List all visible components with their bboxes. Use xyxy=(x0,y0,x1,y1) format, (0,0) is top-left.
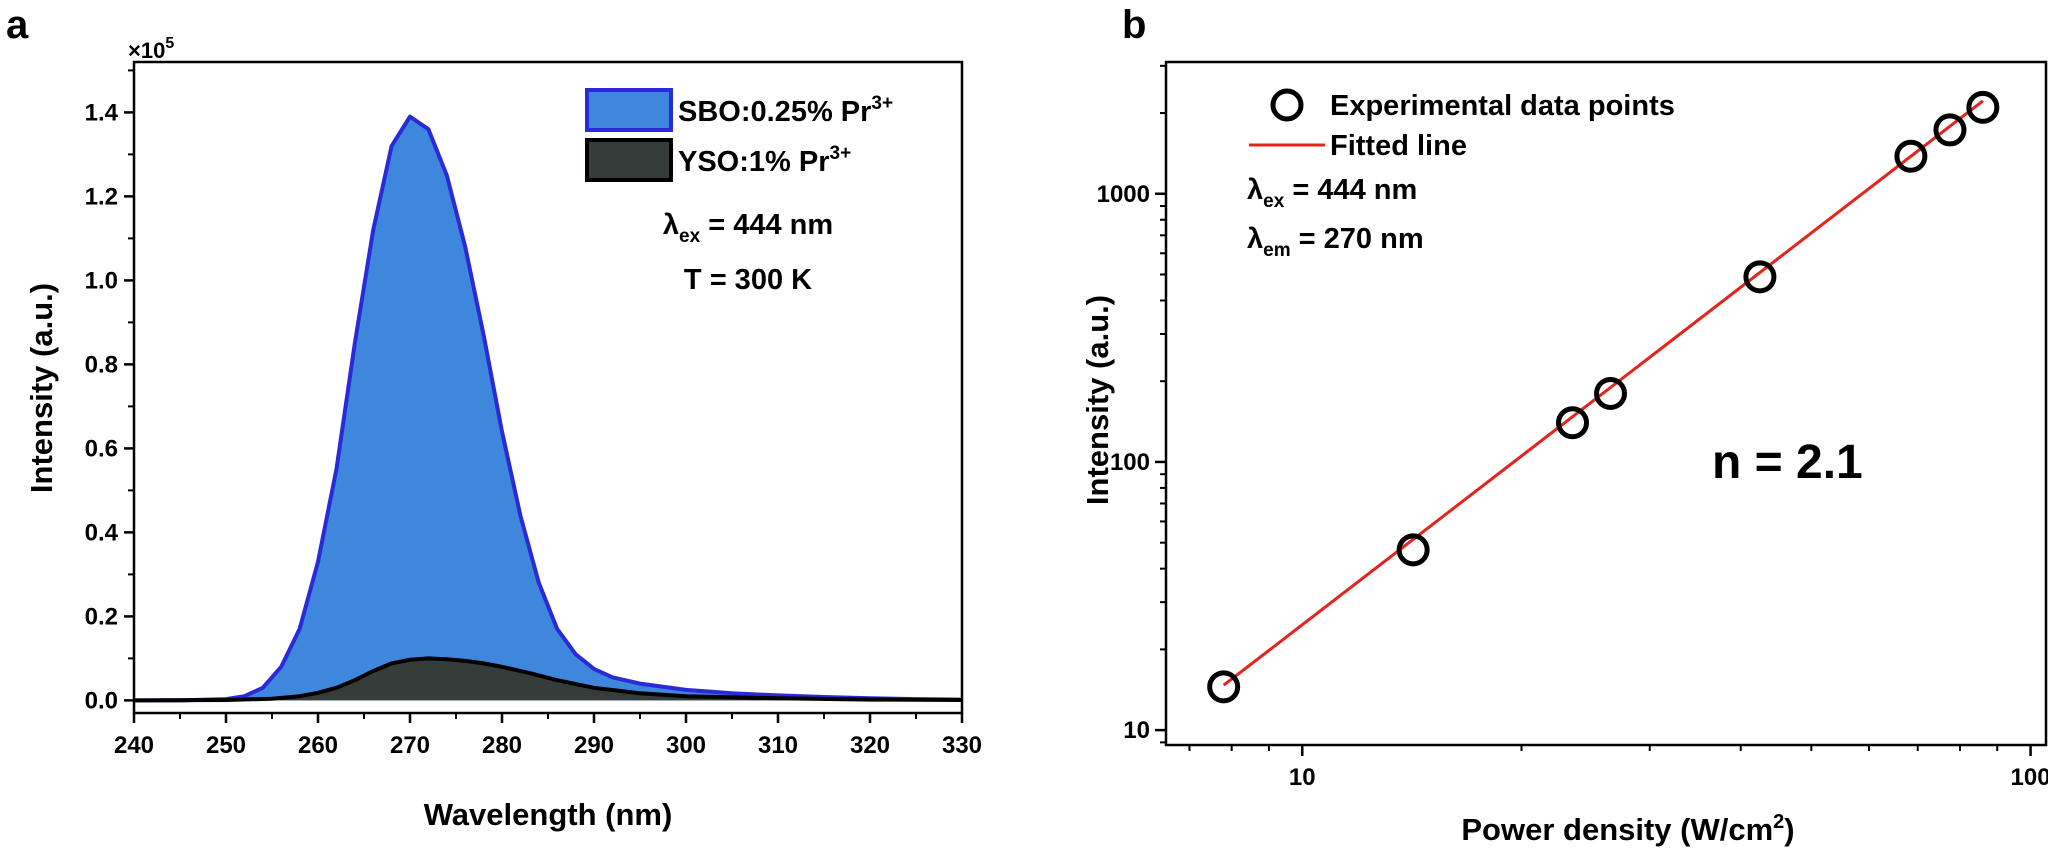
x-tick-label: 250 xyxy=(206,732,246,759)
y-tick-label: 1.0 xyxy=(85,267,118,294)
panel-a-series-layer xyxy=(133,114,963,703)
legend-label-fit: Fitted line xyxy=(1330,130,1467,162)
y-tick-label: 1.4 xyxy=(85,99,119,126)
panel-b-series-layer xyxy=(1207,90,2000,704)
panel-a-label: a xyxy=(6,3,29,47)
y-tick-label: 0.8 xyxy=(85,351,118,378)
outline-yso xyxy=(133,656,963,703)
x-tick-label: 320 xyxy=(850,732,890,759)
panel-a-y-multiplier: ×105 xyxy=(128,35,174,63)
data-point xyxy=(1556,406,1590,440)
panel-b-x-axis-title: Power density (W/cm2) xyxy=(1461,811,1794,847)
x-tick-label: 300 xyxy=(666,732,706,759)
y-tick-label: 0.0 xyxy=(85,687,118,714)
panel-a: a ×105 240 250 260 270 280 290 300 310 320 330 0.0… xyxy=(6,3,982,832)
panel-b-frame xyxy=(1164,60,2048,747)
y-tick-label: 0.6 xyxy=(85,435,118,462)
data-point xyxy=(1966,90,2000,124)
x-tick-label: 240 xyxy=(114,732,154,759)
data-point xyxy=(1207,670,1241,704)
outline-sbo xyxy=(134,114,963,703)
panel-a-legend: SBO:0.25% Pr3+ YSO:1% Pr3+ xyxy=(585,88,893,182)
x-tick-label: 260 xyxy=(298,732,338,759)
y-tick-label: 1000 xyxy=(1097,181,1150,208)
legend-label-points: Experimental data points xyxy=(1330,90,1675,122)
annotation-excitation-wavelength: λex = 444 nm xyxy=(663,209,833,247)
panel-a-ticks: 240 250 260 270 280 290 300 310 320 330 0.0 0.2 0.4 0… xyxy=(85,69,982,759)
annotation-n-value: n = 2.1 xyxy=(1712,436,1863,489)
y-tick-label: 0.4 xyxy=(85,519,119,546)
data-point xyxy=(1933,113,1967,147)
data-point xyxy=(1594,376,1628,410)
y-tick-label: 1.2 xyxy=(85,183,118,210)
x-tick-label: 100 xyxy=(2011,764,2048,791)
panel-a-y-axis-title: Intensity (a.u.) xyxy=(24,283,59,493)
fitted-line xyxy=(1222,99,1984,687)
panel-a-x-axis-title: Wavelength (nm) xyxy=(424,797,673,832)
x-tick-label: 270 xyxy=(390,732,430,759)
panel-b-label: b xyxy=(1122,3,1146,47)
legend-marker-points xyxy=(1270,88,1304,122)
y-tick-label: 100 xyxy=(1110,449,1150,476)
panel-b-y-axis-title: Intensity (a.u.) xyxy=(1080,295,1115,505)
legend-label-sbo: SBO:0.25% Pr3+ xyxy=(678,93,893,128)
x-tick-label: 290 xyxy=(574,732,614,759)
annotation-emission-wavelength: λem = 270 nm xyxy=(1247,223,1424,261)
legend-swatch-yso xyxy=(585,138,673,182)
panel-b-ticks: 10 100 1000 10 100 xyxy=(1097,64,2048,791)
annotation-temperature: T = 300 K xyxy=(684,264,812,296)
x-tick-label: 10 xyxy=(1289,764,1316,791)
data-point xyxy=(1894,139,1928,173)
x-tick-label: 280 xyxy=(482,732,522,759)
legend-swatch-sbo xyxy=(585,88,673,132)
area-sbo xyxy=(134,116,962,701)
x-tick-label: 330 xyxy=(942,732,982,759)
legend-label-yso: YSO:1% Pr3+ xyxy=(678,143,851,178)
y-tick-label: 0.2 xyxy=(85,603,118,630)
y-tick-label: 10 xyxy=(1123,717,1150,744)
x-tick-label: 310 xyxy=(758,732,798,759)
annotation-excitation-wavelength-b: λex = 444 nm xyxy=(1247,174,1417,212)
panel-b: b 10 100 1000 10 100 Power density (W/cm2) I… xyxy=(1080,3,2048,847)
panel-b-legend: Experimental data points Fitted line xyxy=(1249,88,1675,162)
data-point xyxy=(1743,260,1777,294)
data-point xyxy=(1396,533,1430,567)
